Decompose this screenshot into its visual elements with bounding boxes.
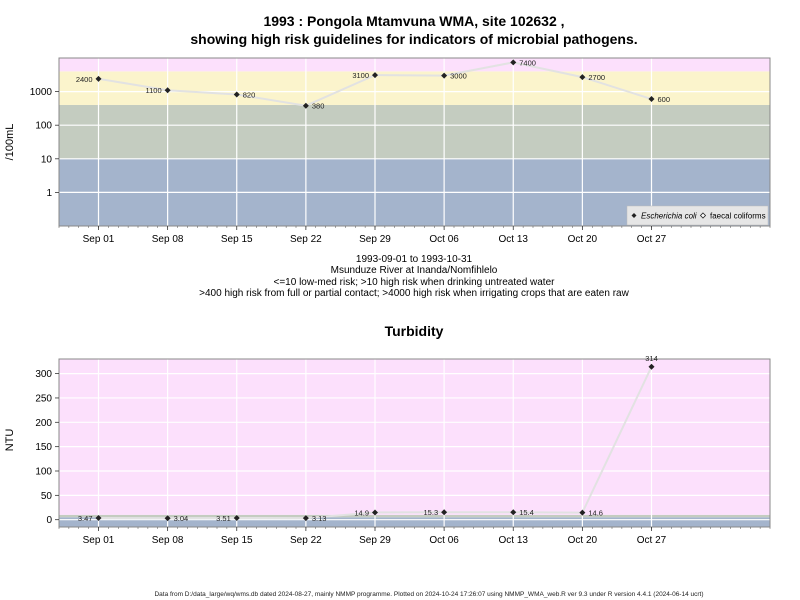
y-tick-label: 100 [35, 121, 52, 132]
y-tick-label: 300 [35, 369, 52, 380]
risk-band-1 [59, 104, 770, 159]
x-tick-label: Sep 15 [221, 234, 253, 245]
data-point [95, 515, 102, 522]
turbidity-chart-title: Turbidity [385, 323, 444, 339]
data-label: 1100 [145, 86, 161, 95]
x-tick-label: Sep 01 [83, 535, 115, 546]
x-tick-label: Oct 20 [568, 234, 598, 245]
caption-contact-risk: >400 high risk from full or partial cont… [199, 288, 629, 299]
data-point [579, 74, 586, 81]
legend: Escherichia coli faecal coliforms [626, 205, 769, 226]
caption-site: Msunduze River at Inanda/Nomfihlelo [331, 265, 498, 276]
y-tick-label: 10 [41, 154, 53, 165]
data-label: 7400 [519, 58, 536, 67]
x-tick-label: Sep 29 [359, 234, 391, 245]
data-label: 3.04 [174, 514, 189, 523]
x-tick-label: Oct 13 [499, 234, 529, 245]
data-point [648, 363, 655, 370]
data-label: 3.47 [78, 514, 93, 523]
turbidity-bands [59, 359, 770, 527]
data-label: 3100 [352, 71, 369, 80]
x-tick-label: Oct 27 [637, 234, 667, 245]
x-tick-label: Sep 15 [221, 535, 253, 546]
x-tick-label: Oct 06 [429, 535, 459, 546]
x-tick-label: Sep 22 [290, 234, 322, 245]
data-label: 3.13 [312, 514, 327, 523]
x-tick-label: Sep 29 [359, 535, 391, 546]
data-label: 3.51 [216, 514, 231, 523]
risk-band-1 [59, 514, 770, 518]
y-tick-label: 200 [35, 418, 52, 429]
footer-note: Data from D:/data_large/wq/wms.db dated … [154, 591, 703, 598]
y-tick-label: 1 [46, 188, 52, 199]
legend-filled-diamond-icon [631, 213, 637, 218]
legend-box [626, 205, 769, 226]
y-tick-label: 1000 [30, 87, 53, 98]
caption-date-range: 1993-09-01 to 1993-10-31 [356, 254, 473, 265]
x-axis: Sep 01 Sep 08 Sep 15 Sep 22 Sep 29 Oct 06 Oct … [58, 527, 771, 546]
x-tick-label: Oct 06 [429, 234, 459, 245]
x-tick-label: Sep 01 [83, 234, 115, 245]
x-tick-label: Sep 08 [152, 234, 184, 245]
data-label: 2700 [588, 73, 605, 82]
data-label: 600 [658, 95, 671, 104]
data-point [372, 72, 378, 79]
data-label: 3000 [450, 72, 467, 81]
data-point [95, 75, 102, 82]
data-label: 820 [243, 90, 256, 99]
x-tick-label: Oct 20 [568, 535, 598, 546]
gridlines [59, 359, 770, 527]
microbial-chart: 1993 : Pongola Mtamvuna WMA, site 102632… [4, 13, 771, 299]
data-label: 314 [645, 354, 658, 363]
data-point [302, 102, 309, 109]
legend-entry-ecoli: Escherichia coli [641, 212, 697, 221]
x-tick-label: Oct 13 [499, 535, 529, 546]
data-label: 15.3 [424, 508, 439, 517]
y-axis-label: /100mL [4, 124, 16, 161]
data-label: 14.6 [588, 509, 603, 518]
caption-drinking-risk: <=10 low-med risk; >10 high risk when dr… [274, 277, 556, 288]
data-point [441, 509, 448, 516]
y-tick-label: 100 [35, 467, 52, 478]
x-tick-label: Oct 27 [637, 535, 667, 546]
risk-bands [59, 58, 770, 226]
data-point [164, 87, 171, 94]
risk-band-3 [59, 58, 770, 72]
x-axis: Sep 01 Sep 08 Sep 15 Sep 22 Sep 29 Oct 06 Oct … [58, 226, 771, 245]
data-point [648, 96, 655, 103]
data-point [441, 72, 448, 79]
data-point [510, 59, 517, 66]
y-axis-label: NTU [4, 429, 16, 452]
data-point [164, 515, 171, 522]
data-label: 14.9 [354, 508, 369, 517]
risk-band-2 [59, 359, 770, 515]
y-tick-label: 250 [35, 393, 52, 404]
chart-caption: 1993-09-01 to 1993-10-31 Msunduze River … [199, 254, 629, 299]
data-point [302, 515, 309, 522]
data-point [579, 509, 586, 516]
data-point [372, 509, 378, 516]
x-tick-label: Sep 08 [152, 535, 184, 546]
y-axis: 0 50 100 150 200 250 300 [35, 369, 59, 526]
microbial-chart-title-line2: showing high risk guidelines for indicat… [190, 31, 637, 47]
data-label: 380 [312, 102, 325, 111]
microbial-chart-title-line1: 1993 : Pongola Mtamvuna WMA, site 102632… [263, 13, 564, 29]
y-tick-label: 0 [46, 515, 52, 526]
risk-band-0 [59, 517, 770, 527]
x-tick-label: Sep 22 [290, 535, 322, 546]
data-point [233, 514, 240, 521]
data-point [510, 509, 517, 516]
turbidity-series: 3.47 3.04 3.51 3.13 14.9 15.3 15.4 14.6 314 [78, 354, 658, 523]
ecoli-series: 2400 1100 820 380 3100 3000 7400 2700 600 [76, 58, 670, 110]
data-label: 15.4 [519, 508, 534, 517]
legend-entry-faecal-coliforms: faecal coliforms [710, 212, 766, 221]
data-point [233, 91, 240, 98]
data-label: 2400 [76, 75, 93, 84]
y-tick-label: 50 [41, 491, 53, 502]
legend-open-diamond-icon [699, 212, 707, 219]
y-tick-label: 150 [35, 442, 52, 453]
y-axis: 1 10 100 1000 [30, 87, 59, 199]
